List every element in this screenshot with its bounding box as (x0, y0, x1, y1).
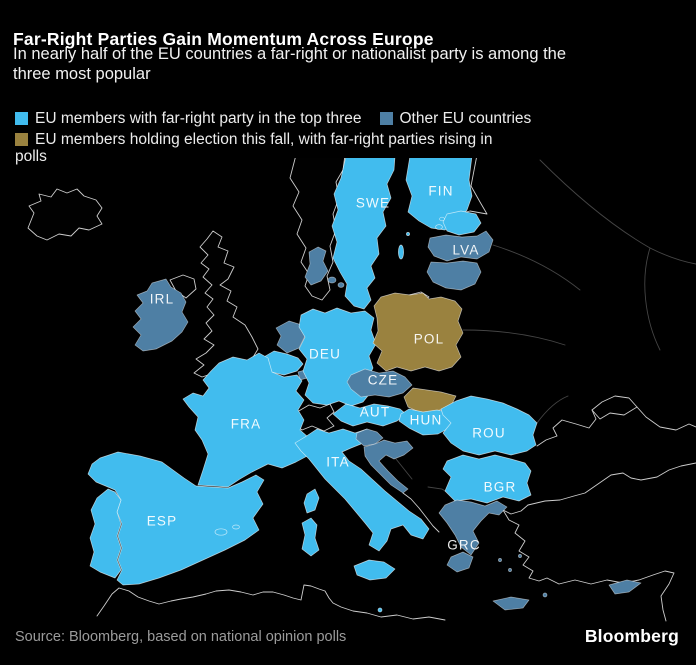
legend-label-election-wrap: polls (15, 148, 47, 165)
island-aegean-1 (498, 558, 502, 562)
country-bulgaria (442, 454, 532, 504)
coast-crimea (591, 406, 638, 420)
map-label-cze: CZE (367, 372, 399, 388)
coast-black-sea-north (536, 395, 696, 447)
coast-turkey-north (527, 462, 696, 506)
country-ireland (132, 278, 189, 352)
island-aegean-3 (518, 554, 522, 558)
country-greece (438, 499, 508, 556)
island-sardinia (301, 517, 320, 557)
country-poland (372, 292, 464, 372)
page-title: Far-Right Parties Gain Momentum Across E… (13, 28, 434, 49)
map-label-lva: LVA (452, 242, 480, 258)
source-note: Source: Bloomberg, based on national opi… (15, 629, 347, 645)
border-belarus-ukraine (462, 329, 566, 346)
island-aland (406, 232, 410, 236)
country-united-kingdom (193, 230, 259, 378)
map-label-grc: GRC (447, 537, 481, 553)
coast-albania-montenegro (402, 492, 440, 533)
country-belgium (261, 350, 304, 376)
europe-map-svg (27, 158, 696, 622)
legend-row-2: EU members holding election this fall, w… (15, 131, 531, 148)
island-sicily (353, 559, 396, 581)
page-subtitle: In nearly half of the EU countries a far… (13, 44, 566, 84)
map-label-pol: POL (413, 331, 445, 347)
subtitle-line-2: three most popular (13, 65, 151, 83)
map-label-irl: IRL (149, 291, 175, 307)
border-ukraine-russia (644, 247, 661, 351)
island-zealand (327, 276, 337, 284)
country-czechia (346, 368, 413, 398)
border-belarus-russia (492, 244, 581, 291)
legend-label-election: EU members holding election this fall, w… (35, 131, 493, 148)
country-cyprus (608, 579, 642, 595)
map-label-fin: FIN (428, 183, 454, 199)
country-latvia (427, 230, 494, 262)
country-sweden (331, 158, 396, 310)
subtitle-line-1: In nearly half of the EU countries a far… (13, 45, 567, 63)
map-label-bgr: BGR (483, 479, 517, 495)
legend-label-top3: EU members with far-right party in the t… (35, 110, 362, 127)
country-portugal (89, 488, 122, 579)
legend-swatch-other (379, 112, 393, 125)
europe-map: SWE FIN LVA IRL DEU POL CZE AUT HUN FRA … (0, 158, 696, 622)
country-slovenia (355, 428, 384, 447)
legend-swatch-election (15, 133, 28, 146)
border-moldova (536, 395, 569, 424)
map-label-hun: HUN (409, 412, 443, 428)
country-iceland (27, 188, 103, 241)
map-label-esp: ESP (146, 513, 178, 529)
country-france (182, 352, 312, 488)
country-lithuania (426, 260, 482, 291)
country-romania (440, 395, 538, 456)
legend: EU members with far-right party in the t… (15, 110, 531, 165)
map-label-fra: FRA (230, 416, 262, 432)
country-estonia (442, 210, 482, 236)
island-rhodes (542, 592, 548, 598)
legend-swatch-top3 (15, 112, 28, 125)
border-finland-russia (451, 158, 488, 217)
country-netherlands (275, 320, 306, 354)
island-menorca (232, 524, 240, 530)
map-label-deu: DEU (308, 346, 342, 362)
coast-turkey-west-south (502, 504, 675, 622)
country-croatia (363, 439, 414, 494)
border-russia-internal (539, 159, 696, 265)
legend-item-other: Other EU countries (379, 110, 532, 127)
country-spain (87, 451, 265, 586)
island-funen (337, 282, 345, 288)
legend-label-other: Other EU countries (399, 110, 532, 127)
country-denmark (304, 246, 329, 286)
bloomberg-logo: Bloomberg (584, 626, 679, 646)
border-bosnia-serbia (395, 458, 413, 480)
island-saaremaa (435, 224, 443, 230)
legend-row-1: EU members with far-right party in the t… (15, 110, 531, 127)
island-gotland (398, 244, 404, 260)
island-hiiumaa (439, 216, 445, 222)
map-label-aut: AUT (359, 404, 391, 420)
region-peloponnese (446, 551, 474, 573)
island-crete (492, 596, 530, 611)
island-mallorca (214, 528, 228, 536)
country-malta (377, 607, 383, 613)
legend-item-top3: EU members with far-right party in the t… (15, 110, 362, 127)
map-label-ita: ITA (326, 454, 350, 470)
map-label-rou: ROU (472, 425, 506, 441)
map-label-swe: SWE (355, 195, 391, 211)
coast-north-africa (96, 584, 446, 621)
island-corsica (303, 488, 320, 514)
island-aegean-2 (508, 568, 512, 572)
